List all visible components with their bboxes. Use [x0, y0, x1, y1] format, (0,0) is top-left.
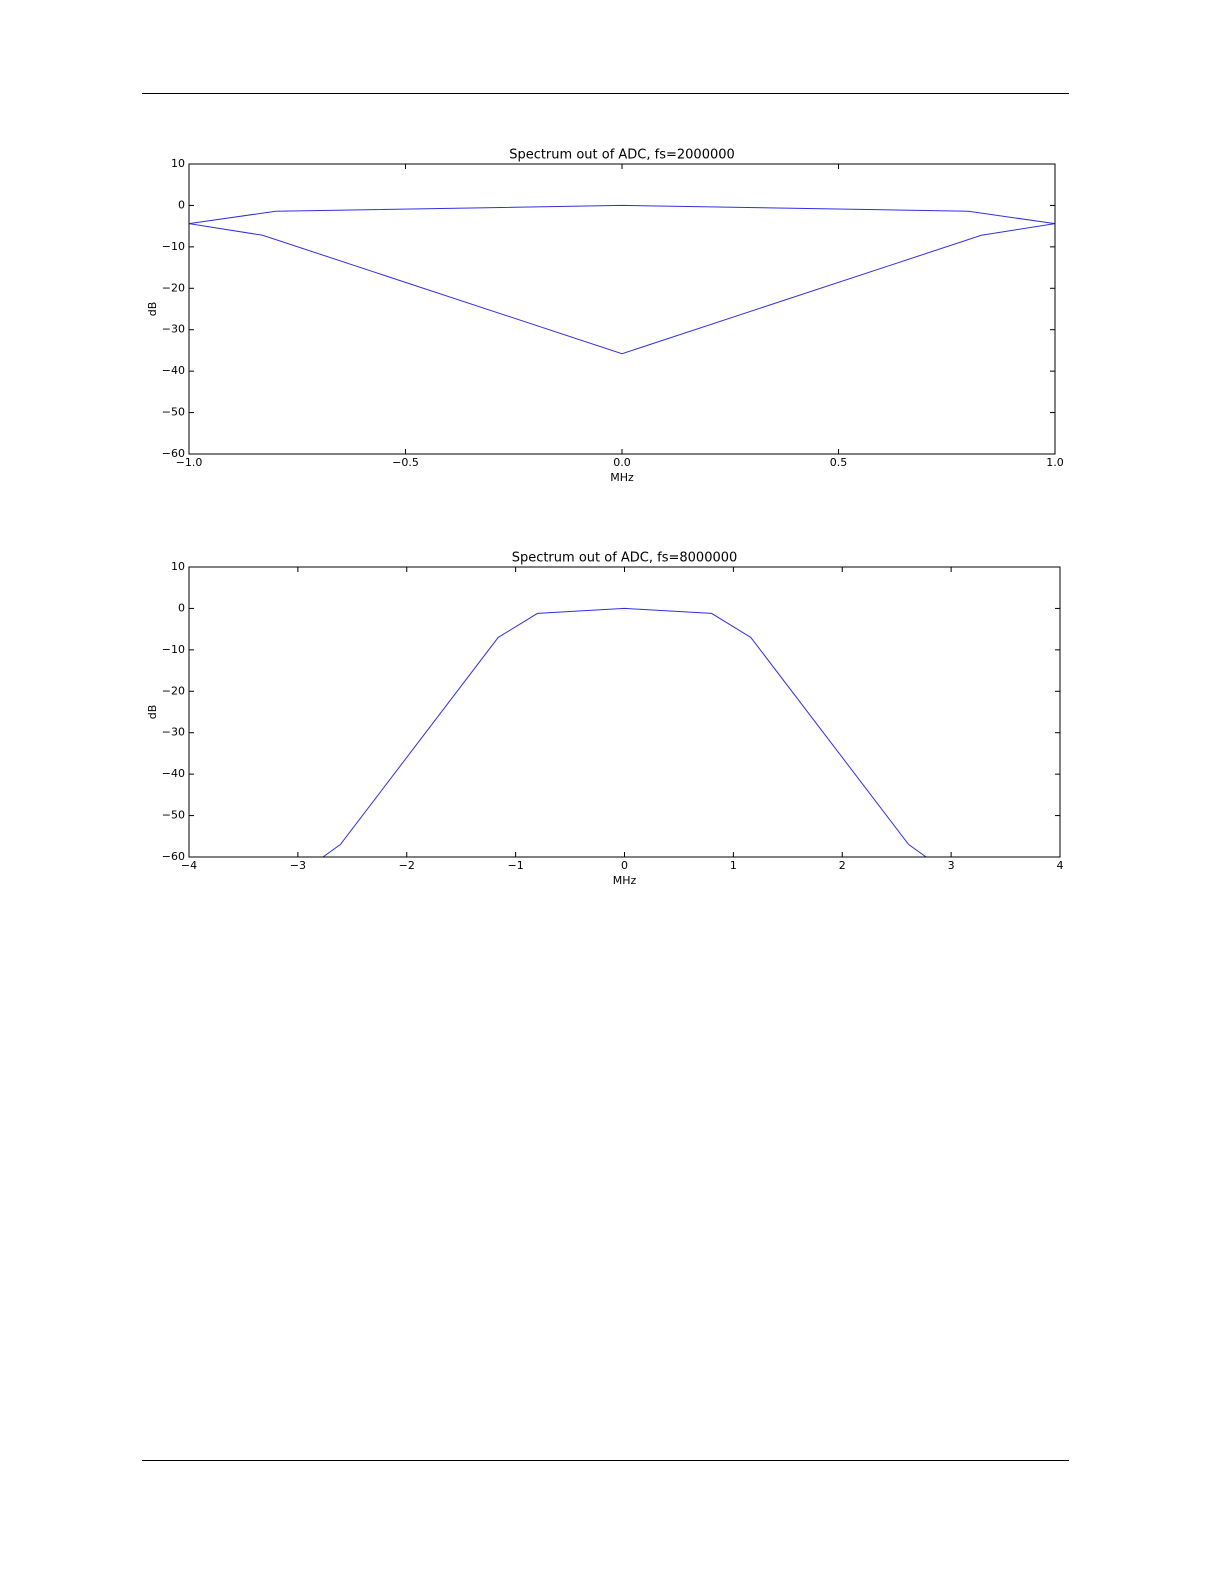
x-tick-label: 4: [1057, 859, 1064, 872]
plot-frame: [188, 566, 1061, 858]
data-line: [322, 607, 927, 857]
y-tick-label: −50: [162, 809, 185, 822]
x-tick-label: 1: [730, 859, 737, 872]
x-tick-label: −4: [181, 859, 197, 872]
y-tick-label: −20: [162, 281, 185, 294]
data-line: [189, 204, 1055, 355]
x-tick-label: 0.5: [830, 456, 848, 469]
y-tick-label: −60: [162, 850, 185, 863]
y-tick-label: −50: [162, 406, 185, 419]
y-axis-label: dB: [146, 302, 159, 317]
chart-title: Spectrum out of ADC, fs=2000000: [509, 148, 735, 163]
y-tick-label: −40: [162, 767, 185, 780]
plot-frame: [188, 163, 1056, 455]
chart-title: Spectrum out of ADC, fs=8000000: [512, 551, 738, 566]
x-axis-label: MHz: [610, 471, 634, 484]
x-tick-label: −0.5: [392, 456, 419, 469]
x-axis-label: MHz: [613, 874, 637, 887]
y-axis-label: dB: [146, 705, 159, 720]
y-tick-label: −30: [162, 323, 185, 336]
x-tick-label: 1.0: [1046, 456, 1064, 469]
x-tick-label: −1: [508, 859, 524, 872]
y-tick-label: −60: [162, 447, 185, 460]
y-tick-label: −10: [162, 643, 185, 656]
x-tick-label: −3: [290, 859, 306, 872]
x-tick-label: −1.0: [176, 456, 203, 469]
x-tick-label: −2: [399, 859, 415, 872]
x-tick-label: 2: [839, 859, 846, 872]
y-tick-label: 0: [178, 198, 185, 211]
x-tick-label: 0: [621, 859, 628, 872]
y-tick-label: 0: [178, 601, 185, 614]
y-tick-label: −30: [162, 726, 185, 739]
y-tick-label: −40: [162, 364, 185, 377]
chart: Spectrum out of ADC, fs=8000000 MHz dB −4 −3…: [146, 551, 1064, 888]
x-tick-label: 0.0: [613, 456, 631, 469]
y-tick-label: 10: [171, 560, 185, 573]
chart: Spectrum out of ADC, fs=2000000 MHz dB −1.0…: [146, 148, 1064, 485]
y-tick-label: −20: [162, 684, 185, 697]
x-tick-label: 3: [948, 859, 955, 872]
y-tick-label: 10: [171, 157, 185, 170]
y-tick-label: −10: [162, 240, 185, 253]
